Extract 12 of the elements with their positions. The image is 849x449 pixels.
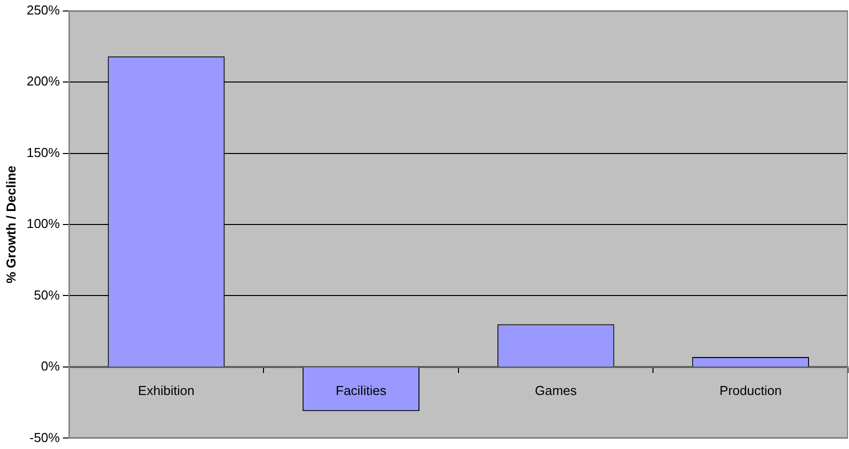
x-tick-label: Exhibition — [138, 383, 194, 398]
x-tick-label: Production — [720, 383, 782, 398]
y-tick-label: 200% — [26, 74, 60, 89]
y-tick-label: 0% — [41, 358, 60, 374]
y-tick-label: 150% — [26, 144, 60, 160]
x-tick-label: Facilities — [336, 383, 387, 398]
x-tick-label: Games — [534, 383, 578, 398]
y-tick-label: 50% — [34, 287, 60, 302]
y-tick-label: -50% — [29, 430, 60, 445]
y-tick-label: 100% — [26, 216, 60, 232]
y-tick-label: 250% — [26, 2, 60, 18]
y-axis-title: % Growth / Decline — [3, 166, 18, 284]
